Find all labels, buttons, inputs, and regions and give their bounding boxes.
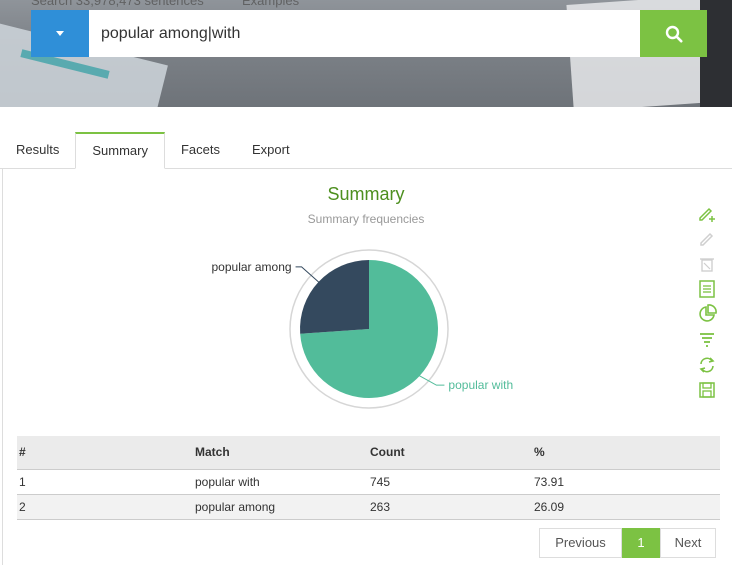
sentence-count-text: Search 33,978,473 sentences <box>31 0 204 8</box>
table-row: 2 popular among 263 26.09 <box>17 494 720 519</box>
tab-summary[interactable]: Summary <box>75 132 165 169</box>
pencil-plus-icon <box>699 207 715 222</box>
row-percent: 26.09 <box>534 499 565 514</box>
refresh-button[interactable] <box>696 354 718 376</box>
filter-button[interactable] <box>696 328 718 350</box>
edit-button[interactable] <box>696 227 718 249</box>
summary-title: Summary <box>327 184 405 204</box>
search-icon <box>665 25 683 43</box>
pie-slice-popular-with[interactable] <box>300 260 438 398</box>
row-match: popular among <box>195 499 276 514</box>
tab-results[interactable]: Results <box>16 142 60 157</box>
pie-leader-line <box>295 266 320 284</box>
row-index: 1 <box>19 474 26 489</box>
row-count: 745 <box>370 474 391 489</box>
pie-chart-icon <box>699 304 717 322</box>
pie-label: popular among <box>212 260 292 274</box>
pie-slice-popular-among[interactable] <box>300 260 369 334</box>
table-view-button[interactable] <box>696 278 718 300</box>
save-button[interactable] <box>696 379 718 401</box>
pie-leader-line <box>418 374 445 386</box>
tab-export[interactable]: Export <box>252 142 290 157</box>
examples-link[interactable]: Examples <box>242 0 300 8</box>
pie-label: popular with <box>448 378 513 392</box>
row-count: 263 <box>370 499 391 514</box>
add-annotation-button[interactable] <box>696 202 718 224</box>
previous-page-button[interactable]: Previous <box>539 528 622 558</box>
pencil-icon <box>700 233 714 247</box>
header-count[interactable]: Count <box>370 445 405 460</box>
row-match: popular with <box>195 474 260 489</box>
row-index: 2 <box>19 499 26 514</box>
search-bar <box>31 10 707 57</box>
current-page-button[interactable]: 1 <box>622 528 660 558</box>
pie-chart-view-button[interactable] <box>696 303 718 325</box>
search-button[interactable] <box>640 10 707 57</box>
chart-toolbar <box>696 202 720 404</box>
pie-outer-ring <box>289 249 449 409</box>
tab-facets[interactable]: Facets <box>180 142 220 157</box>
filter-icon <box>700 333 714 348</box>
refresh-icon <box>699 357 715 373</box>
header-percent[interactable]: % <box>534 445 545 460</box>
summary-pie-chart: popular with popular among <box>212 249 513 409</box>
delete-button[interactable] <box>696 253 718 275</box>
pagination: Previous 1 Next <box>539 528 716 558</box>
search-type-dropdown-button[interactable] <box>31 10 89 57</box>
table-row: 1 popular with 745 73.91 <box>17 469 720 494</box>
trash-icon <box>700 257 714 272</box>
tab-bar: Results Summary Facets Export <box>0 132 732 169</box>
search-input[interactable] <box>89 10 640 57</box>
summary-panel <box>2 169 732 565</box>
table-header-row: # Match Count % <box>17 436 720 469</box>
summary-subtitle: Summary frequencies <box>307 212 425 226</box>
header-match[interactable]: Match <box>195 445 230 460</box>
document-icon <box>699 280 715 298</box>
caret-down-icon <box>56 31 64 36</box>
summary-table: # Match Count % 1 popular with 745 73.91… <box>17 436 720 520</box>
header-index[interactable]: # <box>19 445 26 460</box>
next-page-button[interactable]: Next <box>660 528 716 558</box>
save-icon <box>699 382 715 398</box>
row-percent: 73.91 <box>534 474 565 489</box>
